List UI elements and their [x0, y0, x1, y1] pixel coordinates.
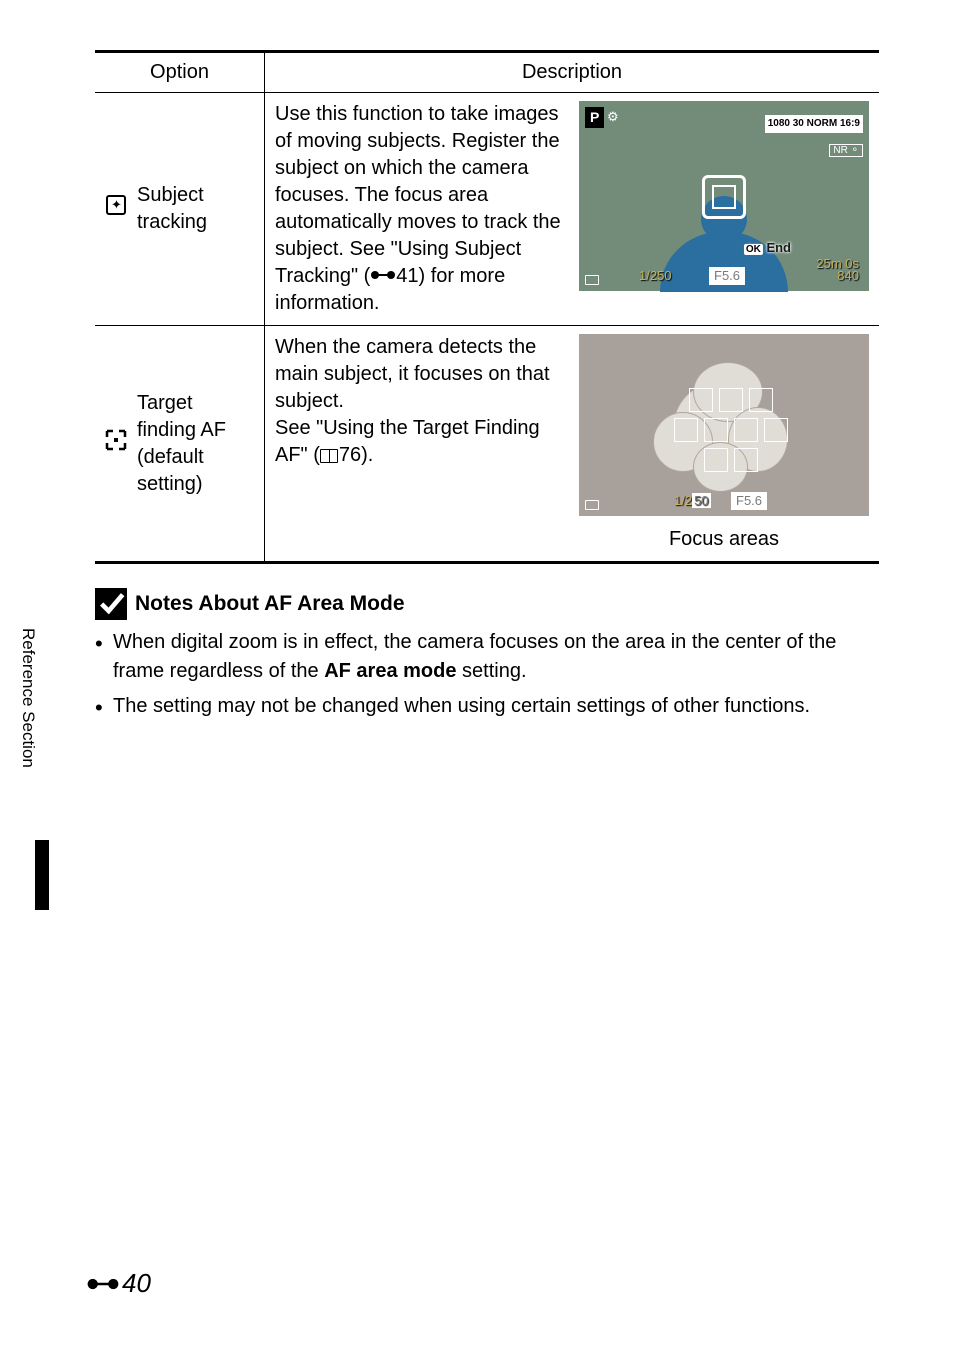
target-finding-icon — [105, 429, 127, 451]
shutter-speed: 1/250 — [674, 492, 711, 510]
gear-icon: ⚙ — [607, 108, 619, 126]
f-stop: F5.6 — [709, 267, 745, 285]
manual-reference-icon — [320, 449, 338, 463]
option-cell: Subject tracking — [137, 93, 265, 326]
subject-tracking-icon-cell — [95, 93, 137, 326]
display-icon — [585, 275, 599, 285]
header-description: Description — [265, 52, 880, 93]
focus-area-box — [704, 448, 728, 472]
checkmark-icon — [95, 588, 127, 620]
focus-area-box — [674, 418, 698, 442]
shutter-speed: 1/250 — [639, 267, 672, 285]
top-right-badges: 1080 30 NORM 16:9 NR ⚬ — [765, 107, 863, 161]
focus-area-box — [749, 388, 773, 412]
description-cell: When the camera detects the main subject… — [265, 326, 880, 563]
focus-area-box — [704, 418, 728, 442]
option-cell: Target finding AF (default setting) — [137, 326, 265, 563]
subject-tracking-icon — [106, 195, 126, 215]
focus-area-box — [719, 388, 743, 412]
focus-area-box — [689, 388, 713, 412]
table-row: Subject tracking Use this function to ta… — [95, 93, 879, 326]
subject-tracking-screenshot: P ⚙ 1080 30 NORM 16:9 NR ⚬ — [579, 101, 869, 291]
mode-p-badge: P — [585, 107, 604, 128]
notes-header: Notes About AF Area Mode — [95, 588, 879, 620]
cross-reference-icon — [86, 1275, 120, 1293]
description-text: Use this function to take images of movi… — [275, 101, 565, 317]
notes-item: The setting may not be changed when usin… — [95, 692, 879, 721]
focus-area-box — [734, 418, 758, 442]
notes-list: When digital zoom is in effect, the came… — [95, 628, 879, 721]
target-finding-icon-cell — [95, 326, 137, 563]
f-stop: F5.6 — [731, 492, 767, 510]
focus-areas-label: Focus areas — [579, 526, 869, 553]
cross-reference-icon — [370, 268, 396, 282]
af-area-mode-table: Option Description Subject tracking Use … — [95, 50, 879, 564]
display-icon — [585, 500, 599, 510]
header-option: Option — [95, 52, 265, 93]
focus-area-box — [764, 418, 788, 442]
section-tab-label: Reference Section — [18, 628, 38, 768]
description-cell: Use this function to take images of movi… — [265, 93, 880, 326]
shot-count: 840 — [837, 267, 859, 285]
description-text: When the camera detects the main subject… — [275, 334, 565, 469]
ok-end-label: OK End — [744, 239, 791, 257]
target-finding-screenshot: 1/250 F5.6 — [579, 334, 869, 516]
notes-title: Notes About AF Area Mode — [135, 592, 405, 616]
notes-item: When digital zoom is in effect, the came… — [95, 628, 879, 686]
notes-section: Notes About AF Area Mode When digital zo… — [95, 588, 879, 721]
focus-area-box — [734, 448, 758, 472]
page-number: 40 — [86, 1268, 151, 1299]
section-tab-marker — [35, 840, 49, 910]
focus-frame — [702, 175, 746, 219]
table-row: Target finding AF (default setting) When… — [95, 326, 879, 563]
